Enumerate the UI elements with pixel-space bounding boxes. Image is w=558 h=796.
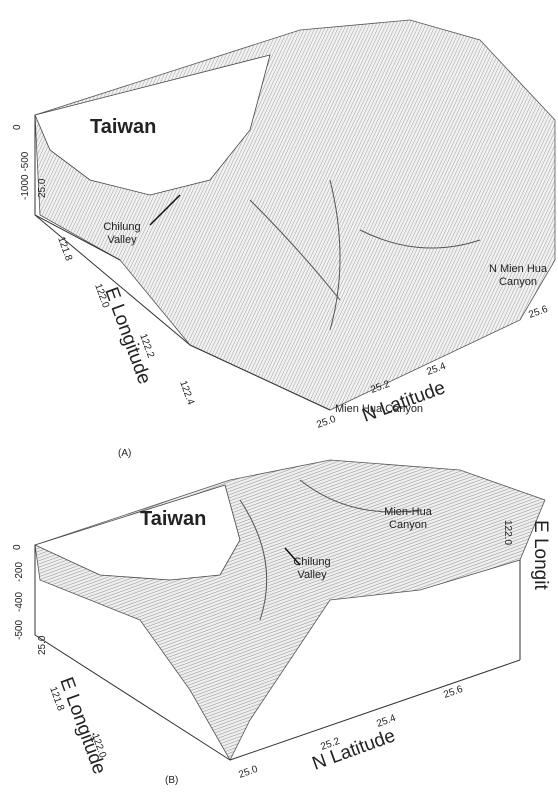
depth-tick: 0: [12, 124, 23, 130]
longitude-tick: 122.4: [177, 379, 196, 407]
depth-tick: -1000 -500: [20, 151, 31, 200]
latitude-axis-label: N Latitude: [310, 725, 399, 774]
latitude-tick: 25.0: [37, 178, 48, 198]
terrain-b: [35, 460, 545, 760]
right-axis-tick: 122.0: [502, 520, 513, 545]
depth-tick: -200: [14, 562, 25, 582]
latitude-tick: 25.0: [315, 414, 337, 431]
figure: Taiwan 0 -1000 -500 25.0 121.8 122.0 122…: [0, 0, 558, 796]
terrain-a: [35, 20, 555, 410]
latitude-tick: 25.0: [237, 764, 259, 781]
longitude-tick: 121.8: [55, 235, 74, 263]
panel-label: (A): [118, 448, 131, 459]
latitude-tick: 25.6: [527, 304, 549, 321]
panel-label: (B): [165, 775, 178, 786]
depth-tick: -400: [14, 592, 25, 612]
island-label: Taiwan: [140, 508, 206, 530]
longitude-axis-label: E Longitude: [55, 675, 109, 777]
annotation: Mien Hua Canyon: [335, 403, 423, 415]
depth-tick: -500: [14, 620, 25, 640]
latitude-tick: 25.6: [442, 684, 464, 701]
latitude-tick: 25.0: [37, 635, 48, 655]
depth-tick: 0: [12, 544, 23, 550]
island-label: Taiwan: [90, 116, 156, 138]
right-axis-label: E Longit: [530, 520, 551, 590]
